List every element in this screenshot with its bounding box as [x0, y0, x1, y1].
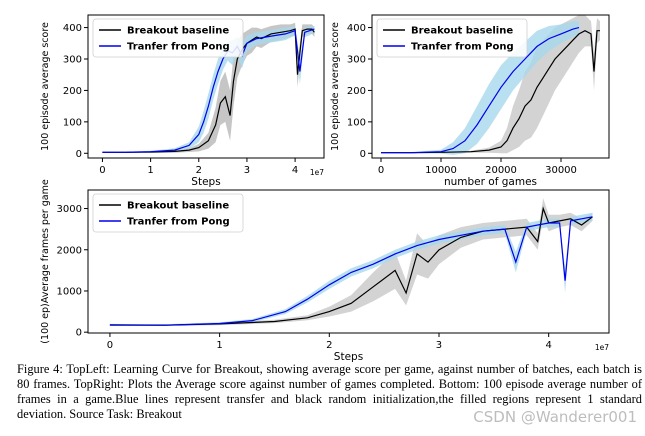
chart-1-xtick-label-3: 30000 [545, 165, 577, 176]
chart-0-ytick-label-2: 200 [63, 86, 82, 97]
chart-2-xtick-label-3: 3 [436, 340, 442, 351]
chart-2-band-1 [109, 212, 593, 326]
chart-1-ytick-label-2: 200 [347, 86, 366, 97]
chart-0-legend-label-0: Breakout baseline [127, 26, 229, 37]
chart-0-xtick-label-2: 2 [196, 165, 202, 176]
chart-2-xtick-label-2: 2 [326, 340, 332, 351]
plot-top-right: 0 10000 20000 30000 0 100 200 300 400 number of g… [330, 14, 610, 188]
chart-1-ytick-label-1: 100 [347, 117, 366, 128]
chart-2-ytick-label-0: 0 [76, 328, 82, 339]
chart-0-ytick-label-0: 0 [76, 149, 82, 160]
chart-1-ytick-label-3: 300 [347, 55, 366, 66]
chart-1-ytick-label-4: 400 [347, 23, 366, 34]
chart-0-frame [87, 14, 325, 159]
chart-2-xtick-label-4: 4 [545, 340, 551, 351]
chart-2-legend-label-1: Tranfer from Pong [127, 217, 230, 228]
chart-0-xtick-label-3: 3 [244, 165, 250, 176]
chart-2-xtick-label-0: 0 [107, 340, 113, 351]
chart-0-legend-box [92, 18, 244, 58]
chart-1-legend-box [376, 18, 528, 58]
chart-0-ytick-label-3: 300 [63, 55, 82, 66]
chart-1-frame [371, 14, 610, 159]
chart-2-x-offset: 1e7 [595, 343, 609, 352]
chart-1-xtick-label-2: 20000 [485, 165, 517, 176]
chart-2-xtick-label-1: 1 [216, 340, 222, 351]
figure-caption: Figure 4: TopLeft: Learning Curve for Br… [17, 362, 642, 421]
plot-top-left: 0 1 2 3 4 0 100 200 300 400 Steps 100 episode avera… [40, 14, 325, 188]
chart-1-xlabel: number of games [444, 176, 537, 188]
chart-1-ylabel: 100 episode average score [330, 22, 341, 151]
chart-1-legend-label-1: Tranfer from Pong [411, 42, 514, 53]
chart-2-legend-box [92, 193, 244, 233]
chart-1-ytick-label-0: 0 [360, 149, 366, 160]
chart-0-x-offset: 1e7 [310, 168, 324, 177]
chart-1-line-1 [381, 27, 580, 154]
chart-0-xtick-label-0: 0 [99, 165, 105, 176]
chart-2-frame [87, 189, 610, 334]
chart-0-ytick-label-1: 100 [63, 117, 82, 128]
chart-0-ylabel: 100 episode average score [40, 22, 51, 151]
chart-1-xtick-label-1: 10000 [425, 165, 457, 176]
chart-0-ytick-label-4: 400 [63, 23, 82, 34]
chart-1-xtick-label-0: 0 [378, 165, 384, 176]
chart-0-xlabel: Steps [191, 176, 220, 188]
chart-2-xlabel: Steps [334, 351, 363, 363]
chart-1-legend-label-0: Breakout baseline [411, 26, 513, 37]
chart-2-ylabel: (100 ep)Average frames per game [40, 179, 51, 344]
chart-2-legend-label-0: Breakout baseline [127, 201, 229, 212]
chart-0-xtick-label-4: 4 [292, 165, 298, 176]
chart-1-line-0 [381, 30, 600, 154]
chart-2-line-1 [109, 216, 593, 326]
chart-2-ytick-label-1: 1000 [57, 286, 82, 297]
chart-0-legend-label-1: Tranfer from Pong [127, 42, 230, 53]
plot-bottom: 0 1 2 3 4 0 1000 2000 3000 Steps (100 ep)Average f… [40, 179, 610, 363]
chart-0-xtick-label-1: 1 [147, 165, 153, 176]
watermark: CSDN @Wanderer001 [473, 408, 637, 426]
chart-2-ytick-label-2: 2000 [57, 245, 82, 256]
chart-2-ytick-label-3: 3000 [57, 204, 82, 215]
